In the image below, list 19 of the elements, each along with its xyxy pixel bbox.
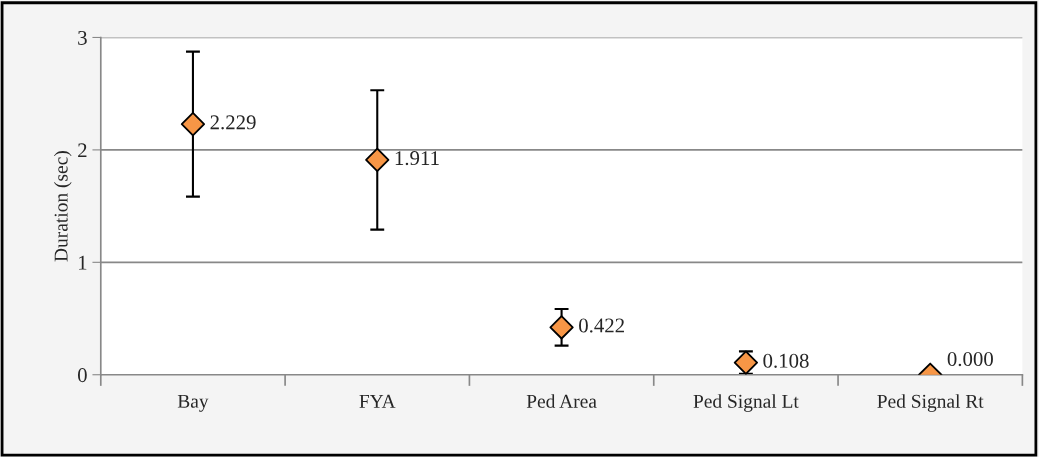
point [549,315,574,340]
y-tick-label: 1 [79,255,87,270]
point [365,147,390,173]
x-tick-label: Bay [177,394,209,412]
data-label: 0.000 [947,352,993,367]
x-tick-label: Ped Signal Rt [877,394,984,412]
data-label: 0.108 [763,353,809,368]
y-tick-label: 3 [78,30,87,45]
point [180,112,206,137]
y-tick-label: 2 [78,143,87,158]
data-label: 0.422 [579,318,624,333]
y-tick-label: 0 [77,368,87,383]
x-tick-label: Ped Signal Lt [693,394,799,412]
x-tick-label: FYA [359,394,396,408]
y-axis-title: Duration (sec) [53,151,72,262]
point [733,350,759,375]
data-label: 1.911 [395,151,439,166]
data-label: 2.229 [210,115,256,130]
x-tick-label: Ped Area [526,394,597,408]
